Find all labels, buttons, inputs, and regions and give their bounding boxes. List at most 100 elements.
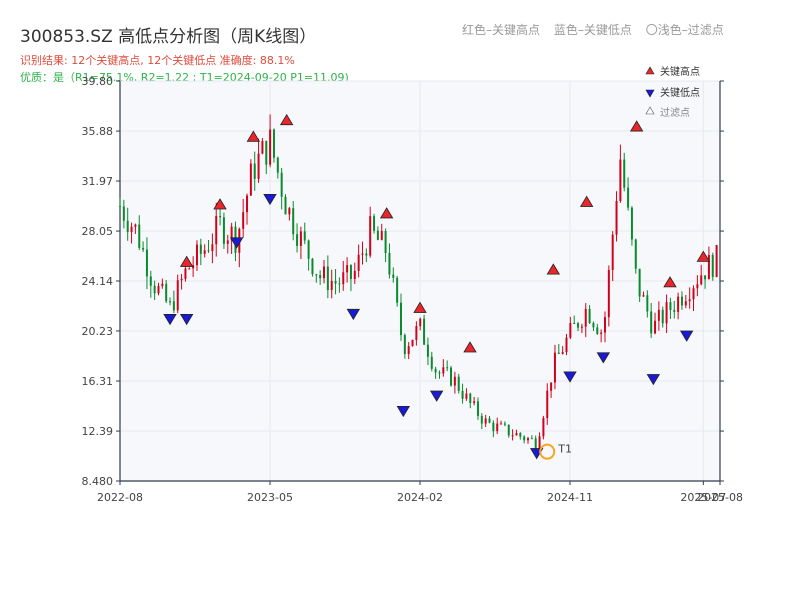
candle-body xyxy=(122,206,125,221)
candle-body xyxy=(415,326,418,340)
candle-body xyxy=(426,344,429,357)
candle-body xyxy=(226,240,229,244)
candle-body xyxy=(534,438,537,449)
candle-body xyxy=(523,436,526,441)
candle-body xyxy=(207,250,210,252)
candle-body xyxy=(503,423,506,425)
key-high-marker xyxy=(546,263,561,275)
candle-body xyxy=(230,226,233,241)
candle-body xyxy=(315,274,318,276)
candle-body xyxy=(573,323,576,325)
candle-body xyxy=(357,254,360,271)
candle-body xyxy=(442,367,445,374)
candle-body xyxy=(330,280,333,291)
candle-body xyxy=(219,215,222,218)
key-low-marker xyxy=(679,330,694,342)
candle-body xyxy=(349,265,352,279)
candle-body xyxy=(588,308,591,324)
y-tick-label: 39.80 xyxy=(82,75,114,88)
candle-body xyxy=(623,159,626,188)
candle-body xyxy=(696,284,699,289)
candle-body xyxy=(172,301,175,311)
candle-body xyxy=(677,296,680,312)
candle-body xyxy=(557,352,560,354)
candle-body xyxy=(630,207,633,240)
key-high-marker xyxy=(279,113,294,126)
candle-body xyxy=(323,266,326,279)
candle-body xyxy=(480,415,483,424)
key-low-marker xyxy=(229,237,244,249)
legend-filtered-label: 〇浅色–过滤点 xyxy=(645,23,724,37)
candle-body xyxy=(334,280,337,284)
x-tick-label: 2025-08 xyxy=(697,491,743,504)
legend-blue-label: 蓝色–关键低点 xyxy=(553,23,632,37)
candle-body xyxy=(707,255,710,280)
candle-body xyxy=(203,250,206,254)
candle-body xyxy=(361,253,364,255)
candle-body xyxy=(380,230,383,240)
candle-body xyxy=(569,323,572,338)
candle-body xyxy=(611,234,614,270)
candle-body xyxy=(130,226,133,233)
candle-body xyxy=(342,272,345,285)
candle-body xyxy=(650,311,653,334)
y-tick-label: 31.97 xyxy=(82,175,114,188)
candle-body xyxy=(654,320,657,334)
key-high-marker xyxy=(663,276,677,288)
candle-body xyxy=(276,157,279,173)
candle-body xyxy=(680,296,683,306)
candle-body xyxy=(215,215,218,245)
key-high-marker xyxy=(179,255,194,267)
candle-body xyxy=(473,401,476,404)
candle-body xyxy=(530,438,533,440)
candle-body xyxy=(592,323,595,328)
legend-filtered-icon xyxy=(645,106,655,115)
candle-body xyxy=(577,323,580,328)
y-tick-label: 24.14 xyxy=(82,275,114,288)
candle-body xyxy=(284,196,287,215)
candle-body xyxy=(446,367,449,369)
candle-body xyxy=(280,172,283,197)
candle-body xyxy=(711,255,714,277)
candle-body xyxy=(199,244,202,254)
candle-body xyxy=(242,212,245,229)
candle-body xyxy=(403,335,406,355)
legend-filtered-label: 过滤点 xyxy=(660,106,690,119)
key-high-marker xyxy=(379,207,394,219)
candle-body xyxy=(607,269,610,318)
candle-body xyxy=(253,163,256,179)
t1-label: T1 xyxy=(557,443,572,456)
candle-body xyxy=(550,382,553,391)
candle-body xyxy=(161,283,164,287)
candle-body xyxy=(484,418,487,424)
candle-body xyxy=(511,435,514,437)
candle-body xyxy=(176,280,179,311)
candle-body xyxy=(195,244,198,266)
candle-body xyxy=(430,356,433,369)
candle-body xyxy=(261,140,264,154)
candle-body xyxy=(326,266,329,291)
candle-body xyxy=(392,274,395,278)
candle-body xyxy=(461,390,464,399)
candle-body xyxy=(627,187,630,208)
candle-body xyxy=(561,352,564,354)
candle-body xyxy=(438,372,441,374)
candle-body xyxy=(149,276,152,286)
candle-body xyxy=(423,318,426,345)
candle-body xyxy=(642,295,645,297)
candle-body xyxy=(134,224,137,227)
key-low-marker xyxy=(646,374,661,386)
candle-body xyxy=(269,129,272,165)
candle-body xyxy=(488,418,491,423)
candle-body xyxy=(500,423,503,425)
candle-body xyxy=(119,206,121,208)
key-high-marker xyxy=(463,341,477,353)
candle-body xyxy=(507,424,510,436)
key-high-marker xyxy=(413,301,427,313)
candle-body xyxy=(373,216,376,231)
legend-low-icon xyxy=(645,89,655,98)
candle-body xyxy=(365,253,368,256)
candle-body xyxy=(338,283,341,285)
key-low-marker xyxy=(396,405,411,418)
